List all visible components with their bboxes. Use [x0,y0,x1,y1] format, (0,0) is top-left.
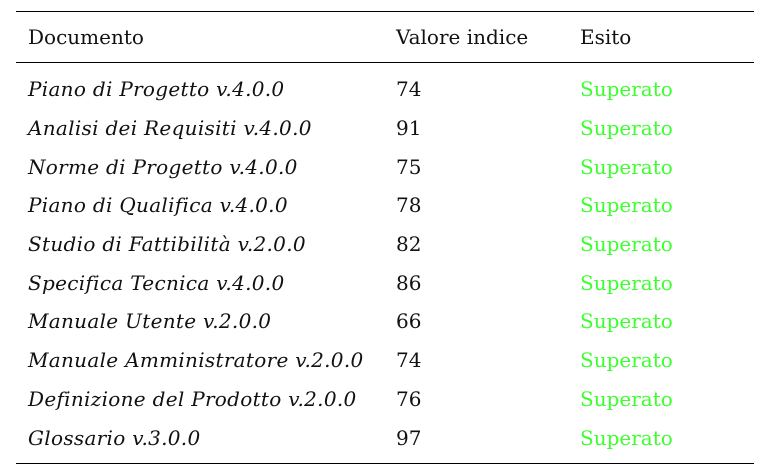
readability-table: Documento Valore indice Esito Piano di P… [16,11,754,464]
document-name: Specifica Tecnica v.4.0.0 [28,270,285,295]
outcome-status: Superato [580,77,673,102]
outcome-status: Superato [580,386,673,411]
table-body: Piano di Progetto v.4.0.0 74 Superato An… [16,63,754,463]
table-row: Glossario v.3.0.0 97 Superato [16,418,754,457]
index-value: 66 [396,309,422,334]
table-row: Specifica Tecnica v.4.0.0 86 Superato [16,263,754,302]
table-row: Norme di Progetto v.4.0.0 75 Superato [16,147,754,186]
document-name: Piano di Qualifica v.4.0.0 [28,193,288,218]
outcome-status: Superato [580,193,673,218]
table-row: Definizione del Prodotto v.2.0.0 76 Supe… [16,380,754,419]
document-name: Manuale Amministratore v.2.0.0 [28,348,364,373]
document-name: Norme di Progetto v.4.0.0 [28,154,298,179]
index-value: 97 [396,425,422,450]
index-value: 75 [396,154,422,179]
outcome-status: Superato [580,270,673,295]
outcome-status: Superato [580,154,673,179]
table-row: Manuale Amministratore v.2.0.0 74 Supera… [16,341,754,380]
table-header-row: Documento Valore indice Esito [16,12,754,62]
table-row: Studio di Fattibilità v.2.0.0 82 Superat… [16,225,754,264]
index-value: 91 [396,116,422,141]
table-top-rule [16,11,754,12]
document-name: Studio di Fattibilità v.2.0.0 [28,232,306,257]
index-value: 76 [396,386,422,411]
document-name: Piano di Progetto v.4.0.0 [28,77,285,102]
outcome-status: Superato [580,232,673,257]
table-row: Analisi dei Requisiti v.4.0.0 91 Superat… [16,109,754,148]
index-value: 74 [396,348,422,373]
index-value: 74 [396,77,422,102]
table-header-rule [16,62,754,63]
table-bottom-rule [16,462,754,464]
document-name: Glossario v.3.0.0 [28,425,201,450]
table-row: Piano di Progetto v.4.0.0 74 Superato [16,70,754,109]
table-row: Manuale Utente v.2.0.0 66 Superato [16,302,754,341]
header-document: Documento [28,25,144,49]
outcome-status: Superato [580,425,673,450]
header-outcome: Esito [580,25,632,49]
header-index-value: Valore indice [396,25,529,49]
index-value: 86 [396,270,422,295]
outcome-status: Superato [580,348,673,373]
table-row: Piano di Qualifica v.4.0.0 78 Superato [16,186,754,225]
document-name: Manuale Utente v.2.0.0 [28,309,272,334]
outcome-status: Superato [580,309,673,334]
index-value: 82 [396,232,422,257]
document-name: Definizione del Prodotto v.2.0.0 [28,386,357,411]
index-value: 78 [396,193,422,218]
outcome-status: Superato [580,116,673,141]
document-name: Analisi dei Requisiti v.4.0.0 [28,116,312,141]
